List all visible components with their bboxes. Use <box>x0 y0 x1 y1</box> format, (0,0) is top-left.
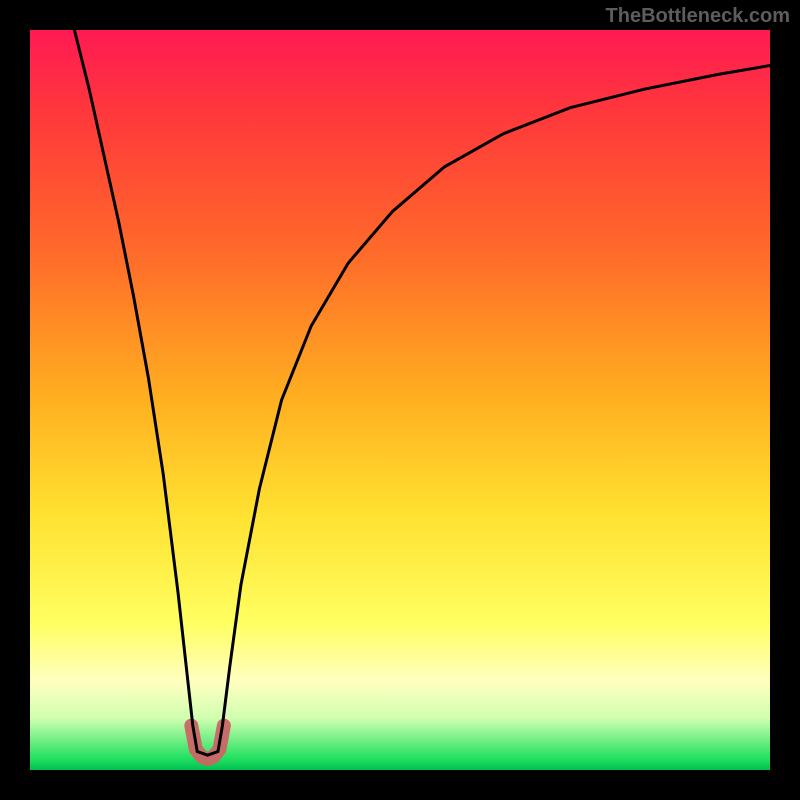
curve-layer <box>30 30 770 770</box>
chart-root: TheBottleneck.com <box>0 0 800 800</box>
watermark-label: TheBottleneck.com <box>606 5 790 28</box>
plot-area <box>30 30 770 770</box>
bottleneck-curve <box>74 30 770 755</box>
